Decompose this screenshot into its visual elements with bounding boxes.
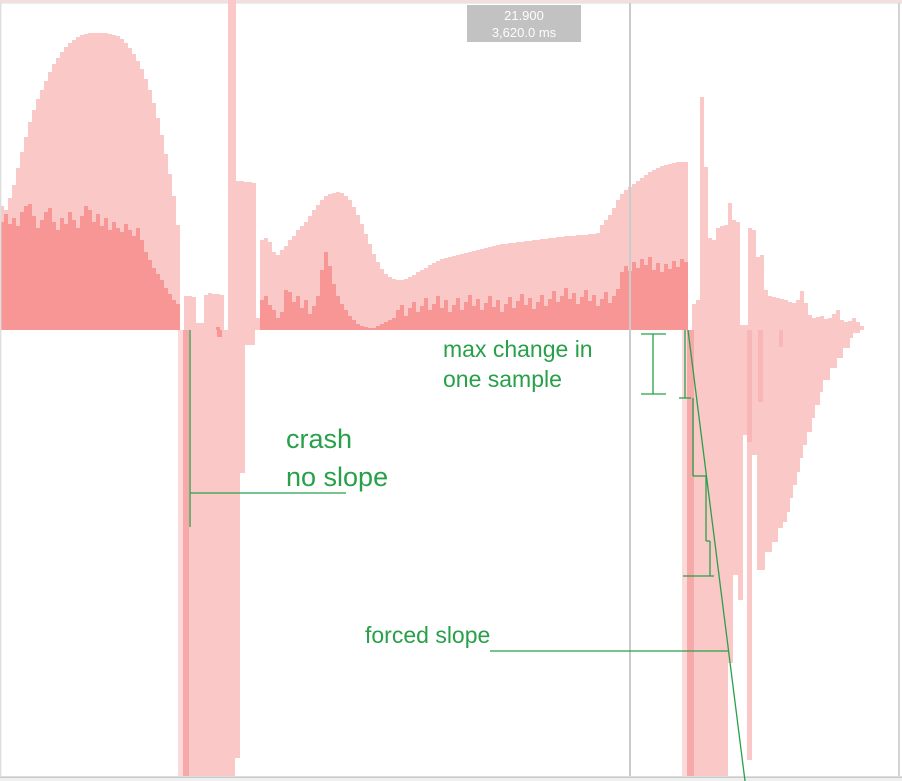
lower-bar [747, 330, 752, 442]
cursor-tooltip: 21.900 3,620.0 ms [467, 5, 581, 42]
lower-bar [830, 330, 837, 368]
lower-bar [823, 330, 830, 380]
lower-bar [797, 330, 800, 472]
tooltip-duration: 3,620.0 ms [491, 25, 557, 40]
annotation-max-change-line1: max change in [443, 336, 593, 362]
lower-bar [787, 330, 790, 512]
annotation-max-change: max change in one sample [443, 334, 593, 394]
annotation-forced-slope: forced slope [365, 621, 490, 649]
annotation-line [687, 329, 746, 781]
lower-bar [757, 330, 765, 570]
chart-footer-strip [0, 778, 902, 781]
lower-bar [217, 330, 222, 337]
lower-bar [758, 330, 763, 402]
lower-bar [733, 330, 738, 575]
lower-bar [743, 330, 747, 435]
chart-top-border [0, 2, 902, 4]
series-peak-level [0, 0, 864, 330]
lower-bar [803, 330, 807, 445]
lower-bar [765, 330, 772, 552]
tooltip-value: 21.900 [504, 8, 544, 23]
annotation-crash-line2: no slope [286, 462, 389, 492]
lower-bar [790, 330, 793, 498]
lower-bar [682, 330, 687, 776]
lower-bar [772, 330, 778, 542]
lower-bar [812, 330, 815, 418]
lower-bar [687, 330, 694, 776]
lower-bar [738, 330, 743, 600]
lower-bar [850, 330, 853, 338]
lower-bar [694, 330, 728, 776]
annotation-forced-slope-label: forced slope [365, 622, 491, 648]
lower-bar [189, 330, 235, 776]
lower-bar [853, 330, 860, 333]
lower-bar [235, 330, 240, 758]
annotation-crash: crash no slope [286, 420, 388, 496]
lower-bar [778, 330, 783, 528]
lower-bar [793, 330, 797, 485]
lower-bar [815, 330, 820, 405]
lower-bar [245, 330, 255, 345]
lower-bar [779, 330, 783, 347]
lower-bar [820, 330, 823, 392]
lower-bar [747, 330, 752, 760]
lower-bar [183, 330, 189, 776]
lower-bar [752, 330, 757, 455]
lower-bar [728, 330, 733, 663]
lower-bar [240, 330, 245, 473]
annotation-max-change-line2: one sample [443, 366, 562, 392]
series-avg-level [0, 204, 688, 330]
lower-bar [837, 330, 843, 358]
lower-bar [178, 330, 183, 776]
lower-bar [783, 330, 787, 522]
lower-bar [843, 330, 850, 348]
lower-bar [807, 330, 812, 432]
chart-top-strip [0, 0, 902, 2]
annotation-crash-line1: crash [286, 424, 353, 454]
lower-bar [800, 330, 803, 458]
chart-bottom-border [0, 776, 902, 778]
